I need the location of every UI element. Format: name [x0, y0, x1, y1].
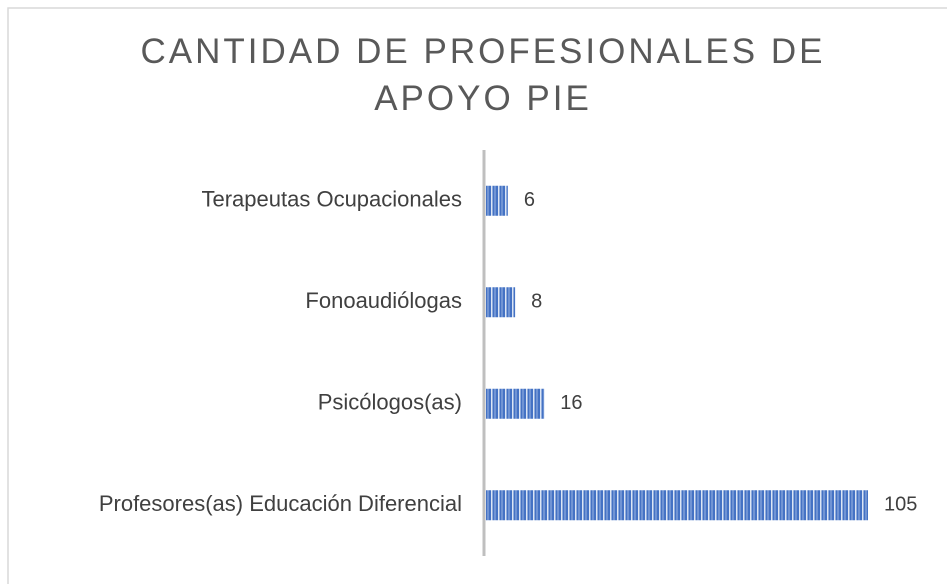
bar: [486, 287, 516, 318]
category-label: Profesores(as) Educación Diferencial: [99, 491, 462, 516]
chart-border: [7, 7, 947, 584]
category-label: Psicólogos(as): [318, 390, 462, 415]
chart-title: CANTIDAD DE PROFESIONALES DE APOYO PIE: [140, 32, 826, 118]
bar: [486, 185, 508, 216]
value-label: 8: [531, 291, 542, 313]
value-label: 16: [560, 392, 582, 414]
category-label: Terapeutas Ocupacionales: [202, 187, 463, 212]
value-label: 105: [884, 494, 917, 516]
value-label: 6: [524, 189, 535, 211]
category-label: Fonoaudiólogas: [305, 288, 462, 313]
bar: [486, 388, 545, 419]
bar: [486, 490, 868, 521]
